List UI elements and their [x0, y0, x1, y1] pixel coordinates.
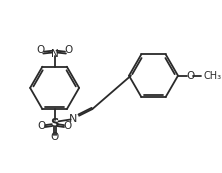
Text: O: O [186, 71, 194, 81]
Text: N: N [51, 48, 58, 58]
Text: O: O [36, 45, 45, 55]
Text: O: O [64, 121, 72, 131]
Text: O: O [50, 132, 59, 142]
Text: N: N [69, 113, 78, 124]
Text: O: O [65, 45, 73, 55]
Text: S: S [50, 117, 59, 130]
Text: O: O [37, 121, 46, 131]
Text: CH₃: CH₃ [203, 71, 222, 81]
